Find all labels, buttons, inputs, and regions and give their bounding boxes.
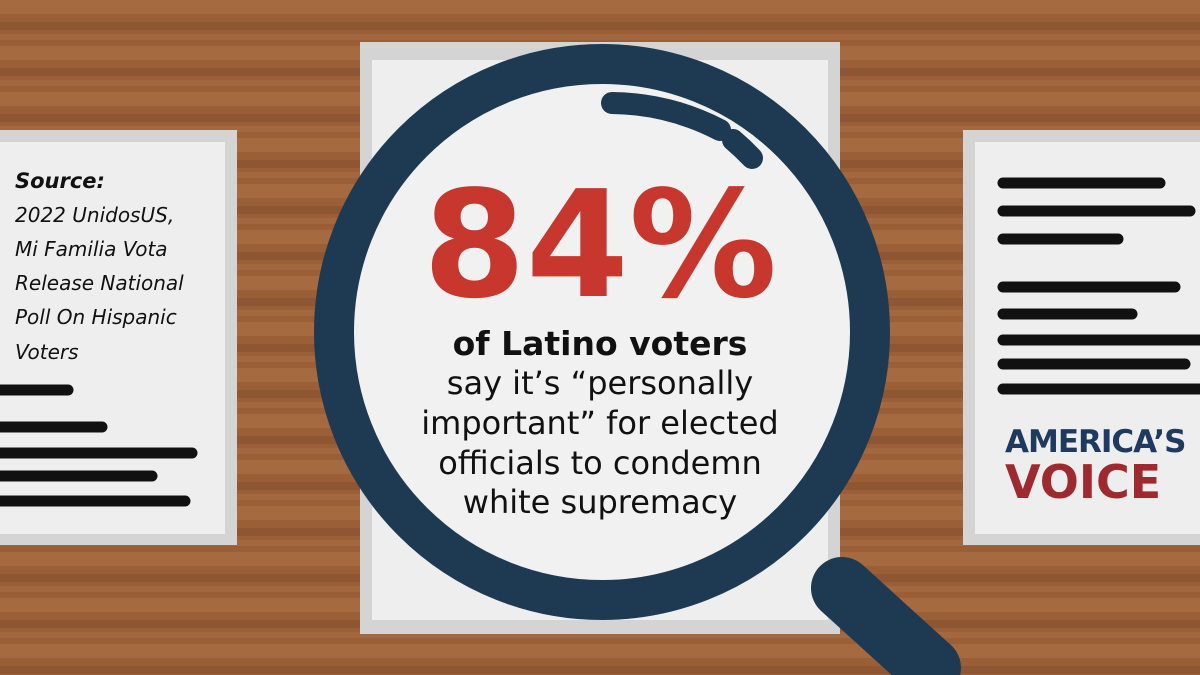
magnifier-lens	[314, 44, 890, 620]
source-line: Release National	[15, 271, 184, 295]
left-text-bars	[0, 384, 198, 507]
source-line: Mi Familia Vota	[15, 237, 168, 261]
left-paper	[0, 142, 225, 534]
right-text-bars	[997, 177, 1200, 395]
logo-line2: VOICE	[1005, 455, 1161, 509]
stat-line: officials to condemn	[438, 444, 762, 482]
source-label: Source:	[15, 169, 105, 193]
stat-line: say it’s “personally	[447, 364, 753, 402]
stat-line: white supremacy	[463, 483, 737, 521]
lens-highlight	[601, 92, 731, 141]
source-line: Poll On Hispanic	[15, 305, 177, 329]
lens-highlight	[722, 129, 763, 169]
stat-line: important” for elected	[421, 404, 778, 442]
source-line: Voters	[15, 340, 79, 364]
stat-value: 84%	[423, 159, 777, 331]
source-line: 2022 UnidosUS,	[15, 203, 174, 227]
magnifier-handle	[811, 557, 961, 675]
stat-headline: of Latino voters	[453, 324, 748, 363]
logo-line1: AMERICA’S	[1005, 424, 1185, 460]
